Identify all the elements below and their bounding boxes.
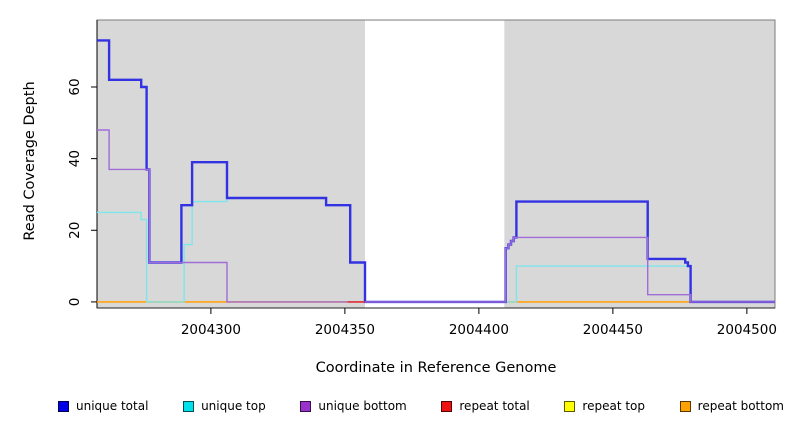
x-axis-tick-label: 2004350 <box>315 322 375 338</box>
legend-swatch-unique-top <box>183 400 195 412</box>
legend-label-unique-top: unique top <box>201 399 266 413</box>
y-axis-label: Read Coverage Depth <box>22 81 38 241</box>
legend-label-repeat-top: repeat top <box>582 399 646 413</box>
y-axis-tick-label: 20 <box>67 222 83 239</box>
legend-swatch-repeat-total <box>441 400 453 412</box>
y-axis-tick-label: 40 <box>67 150 83 167</box>
legend-swatch-repeat-bottom <box>679 400 691 412</box>
x-axis-tick-label: 2004450 <box>583 322 643 338</box>
legend-swatch-repeat-top <box>564 400 576 412</box>
y-axis-tick-label: 0 <box>67 298 83 307</box>
legend-label-repeat-bottom: repeat bottom <box>697 399 784 413</box>
legend: unique total unique top unique bottom repea… <box>58 399 784 413</box>
y-axis-tick-label: 60 <box>67 78 83 95</box>
legend-label-repeat-total: repeat total <box>459 399 530 413</box>
x-axis-tick-label: 2004300 <box>181 322 241 338</box>
legend-swatch-unique-bottom <box>300 400 312 412</box>
legend-item-unique-bottom: unique bottom <box>300 399 407 413</box>
legend-label-unique-bottom: unique bottom <box>318 399 407 413</box>
x-axis-tick-label: 2004500 <box>717 322 777 338</box>
legend-item-repeat-top: repeat top <box>564 399 645 413</box>
series-line-unique-bottom <box>97 129 775 303</box>
x-axis-tick-label: 2004400 <box>449 322 509 338</box>
legend-item-unique-total: unique total <box>58 399 148 413</box>
legend-item-unique-top: unique top <box>183 399 266 413</box>
legend-label-unique-total: unique total <box>76 399 149 413</box>
legend-item-repeat-total: repeat total <box>441 399 530 413</box>
legend-swatch-unique-total <box>58 400 69 412</box>
repeat-region-gap <box>364 20 505 308</box>
x-axis-label: Coordinate in Reference Genome <box>315 360 557 376</box>
legend-item-repeat-bottom: repeat bottom <box>679 399 784 413</box>
